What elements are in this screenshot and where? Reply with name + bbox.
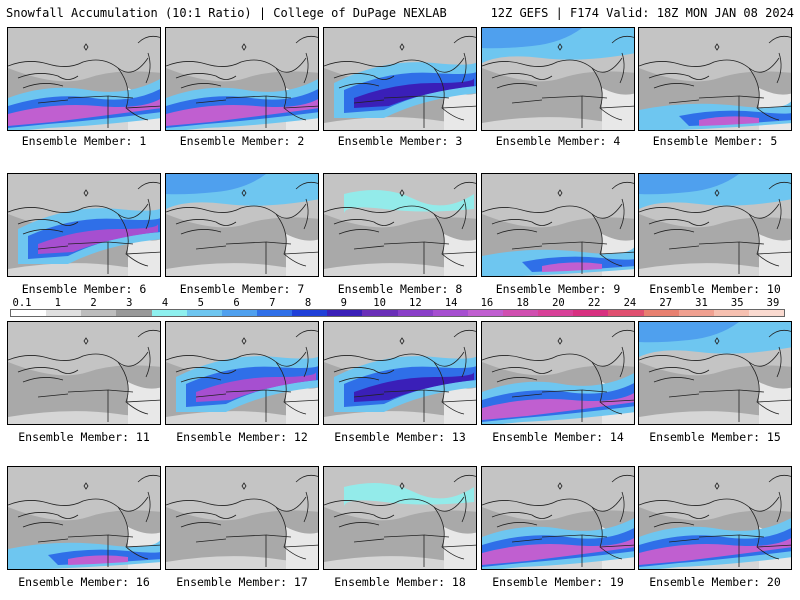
ensemble-member-label: Ensemble Member: 1 [21,134,147,148]
colorbar-tick-label: 16 [480,297,494,309]
run-valid-time: 12Z GEFS | F174 Valid: 18Z MON JAN 08 20… [490,6,794,20]
colorbar-swatch [46,310,82,316]
colorbar-swatch [362,310,398,316]
colorbar-tick-label: 8 [304,297,312,309]
colorbar-tick-label: 1 [54,297,61,309]
colorbar-swatch [186,310,222,316]
colorbar-swatch [432,310,468,316]
ensemble-member-label: Ensemble Member: 18 [334,575,466,589]
ensemble-map [165,321,319,425]
colorbar-tick-label: 7 [269,297,276,309]
colorbar-swatch [327,310,363,316]
ensemble-map [638,173,792,277]
colorbar-tick-label: 4 [161,297,169,309]
colorbar-tick-label: 27 [659,297,673,309]
colorbar-swatch [678,310,714,316]
ensemble-map [481,27,635,131]
ensemble-member-label: Ensemble Member: 17 [176,575,308,589]
ensemble-member-label: Ensemble Member: 9 [495,282,621,296]
ensemble-map [323,27,477,131]
colorbar-tick-label: 6 [233,297,240,309]
ensemble-map [481,173,635,277]
ensemble-member-label: Ensemble Member: 19 [492,575,624,589]
colorbar-swatch [81,310,117,316]
colorbar-tick-label: 10 [373,297,386,309]
chart-title: Snowfall Accumulation (10:1 Ratio) | Col… [6,6,447,20]
colorbar-tick-label: 14 [444,297,458,309]
colorbar-swatch [713,310,749,316]
colorbar-tick-label: 22 [587,297,601,309]
ensemble-map [638,466,792,570]
ensemble-map [481,321,635,425]
ensemble-map [165,173,319,277]
colorbar-tick-label: 18 [516,297,529,309]
ensemble-map [323,321,477,425]
colorbar-tick-label: 35 [730,297,744,309]
colorbar-tick-label: 0.1 [12,297,32,309]
colorbar-swatch [538,310,574,316]
colorbar-tick-label: 39 [766,297,780,309]
ensemble-map [7,27,161,131]
ensemble-member-label: Ensemble Member: 15 [649,430,781,444]
colorbar-swatch [643,310,679,316]
colorbar-swatch [608,310,644,316]
ensemble-map [165,466,319,570]
colorbar-swatch [573,310,609,316]
colorbar-tick-label: 3 [126,297,133,309]
ensemble-member-label: Ensemble Member: 3 [337,134,463,148]
ensemble-member-label: Ensemble Member: 10 [649,282,781,296]
colorbar-swatch [256,310,293,316]
ensemble-member-label: Ensemble Member: 20 [649,575,781,589]
ensemble-map [7,173,161,277]
colorbar-ticks: 0.1 1 2 3 4 5 6 7 8 9 10 12 14 16 18 20 22 24 27 31 35 39 [10,297,785,309]
ensemble-map [323,466,477,570]
ensemble-member-label: Ensemble Member: 8 [337,282,463,296]
ensemble-member-label: Ensemble Member: 4 [495,134,621,148]
ensemble-map [638,27,792,131]
ensemble-member-label: Ensemble Member: 7 [179,282,305,296]
ensemble-member-label: Ensemble Member: 16 [18,575,150,589]
colorbar-swatch [221,310,257,316]
ensemble-map [638,321,792,425]
ensemble-member-label: Ensemble Member: 14 [492,430,624,444]
colorbar-tick-label: 24 [623,297,637,309]
ensemble-map [7,466,161,570]
colorbar-swatch [748,310,785,316]
colorbar [10,309,785,317]
ensemble-map [481,466,635,570]
ensemble-member-label: Ensemble Member: 11 [18,430,150,444]
ensemble-map [7,321,161,425]
ensemble-member-label: Ensemble Member: 12 [176,430,308,444]
ensemble-map [165,27,319,131]
colorbar-tick-label: 5 [197,297,204,309]
colorbar-tick-label: 20 [552,297,565,309]
ensemble-member-label: Ensemble Member: 2 [179,134,305,148]
colorbar-swatch [11,310,47,316]
ensemble-member-label: Ensemble Member: 13 [334,430,466,444]
colorbar-tick-label: 31 [695,297,708,309]
colorbar-tick-label: 2 [90,297,97,309]
ensemble-map [323,173,477,277]
ensemble-member-label: Ensemble Member: 5 [652,134,778,148]
colorbar-swatch [397,310,433,316]
colorbar-tick-label: 12 [409,297,422,309]
colorbar-swatch [151,310,187,316]
colorbar-swatch [502,310,539,316]
colorbar-tick-label: 9 [340,297,348,309]
ensemble-member-label: Ensemble Member: 6 [21,282,147,296]
colorbar-swatch [467,310,503,316]
colorbar-swatch [292,310,328,316]
colorbar-swatch [116,310,152,316]
